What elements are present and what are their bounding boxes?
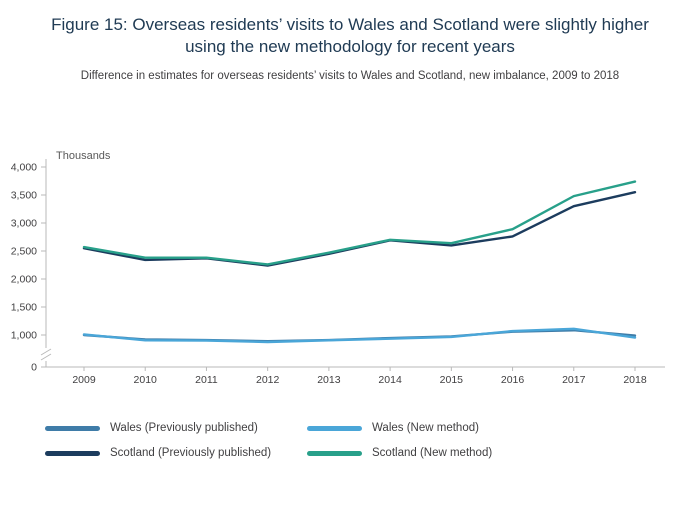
legend-swatch bbox=[45, 425, 100, 431]
svg-text:2,000: 2,000 bbox=[11, 274, 37, 286]
svg-text:2015: 2015 bbox=[440, 374, 464, 386]
legend-item: Scotland (Previously published) bbox=[45, 447, 307, 459]
svg-text:2011: 2011 bbox=[195, 374, 218, 386]
svg-text:2,500: 2,500 bbox=[11, 246, 37, 258]
svg-text:2010: 2010 bbox=[134, 374, 158, 386]
svg-text:2014: 2014 bbox=[378, 374, 402, 386]
svg-text:2016: 2016 bbox=[501, 374, 525, 386]
svg-text:2018: 2018 bbox=[623, 374, 647, 386]
line-chart: 0 1,000 1,500 2,000 2,500 3,000 3,500 4,000 2009… bbox=[11, 159, 665, 386]
figure-container: Figure 15: Overseas residents’ visits to… bbox=[0, 14, 700, 459]
figure-subtitle: Difference in estimates for overseas res… bbox=[80, 69, 620, 82]
svg-text:0: 0 bbox=[31, 362, 37, 374]
svg-text:2013: 2013 bbox=[317, 374, 341, 386]
legend-swatch bbox=[45, 450, 100, 456]
svg-text:2017: 2017 bbox=[562, 374, 586, 386]
legend-label: Scotland (New method) bbox=[372, 447, 493, 459]
svg-text:2009: 2009 bbox=[72, 374, 96, 386]
svg-text:4,000: 4,000 bbox=[11, 162, 37, 174]
legend-item: Wales (New method) bbox=[307, 422, 492, 434]
legend-label: Wales (Previously published) bbox=[110, 422, 258, 434]
y-axis-unit-label: Thousands bbox=[56, 150, 111, 162]
figure-title: Figure 15: Overseas residents’ visits to… bbox=[51, 15, 649, 57]
svg-text:1,500: 1,500 bbox=[11, 302, 37, 314]
svg-text:3,000: 3,000 bbox=[11, 218, 37, 230]
legend-swatch bbox=[307, 425, 362, 431]
legend-label: Scotland (Previously published) bbox=[110, 447, 272, 459]
svg-text:2012: 2012 bbox=[256, 374, 280, 386]
chart-legend: Wales (Previously published) Wales (New m… bbox=[45, 422, 492, 459]
svg-text:1,000: 1,000 bbox=[11, 330, 37, 342]
legend-item: Scotland (New method) bbox=[307, 447, 492, 459]
legend-label: Wales (New method) bbox=[372, 422, 479, 434]
legend-item: Wales (Previously published) bbox=[45, 422, 307, 434]
legend-swatch bbox=[307, 450, 362, 456]
svg-text:3,500: 3,500 bbox=[11, 190, 37, 202]
